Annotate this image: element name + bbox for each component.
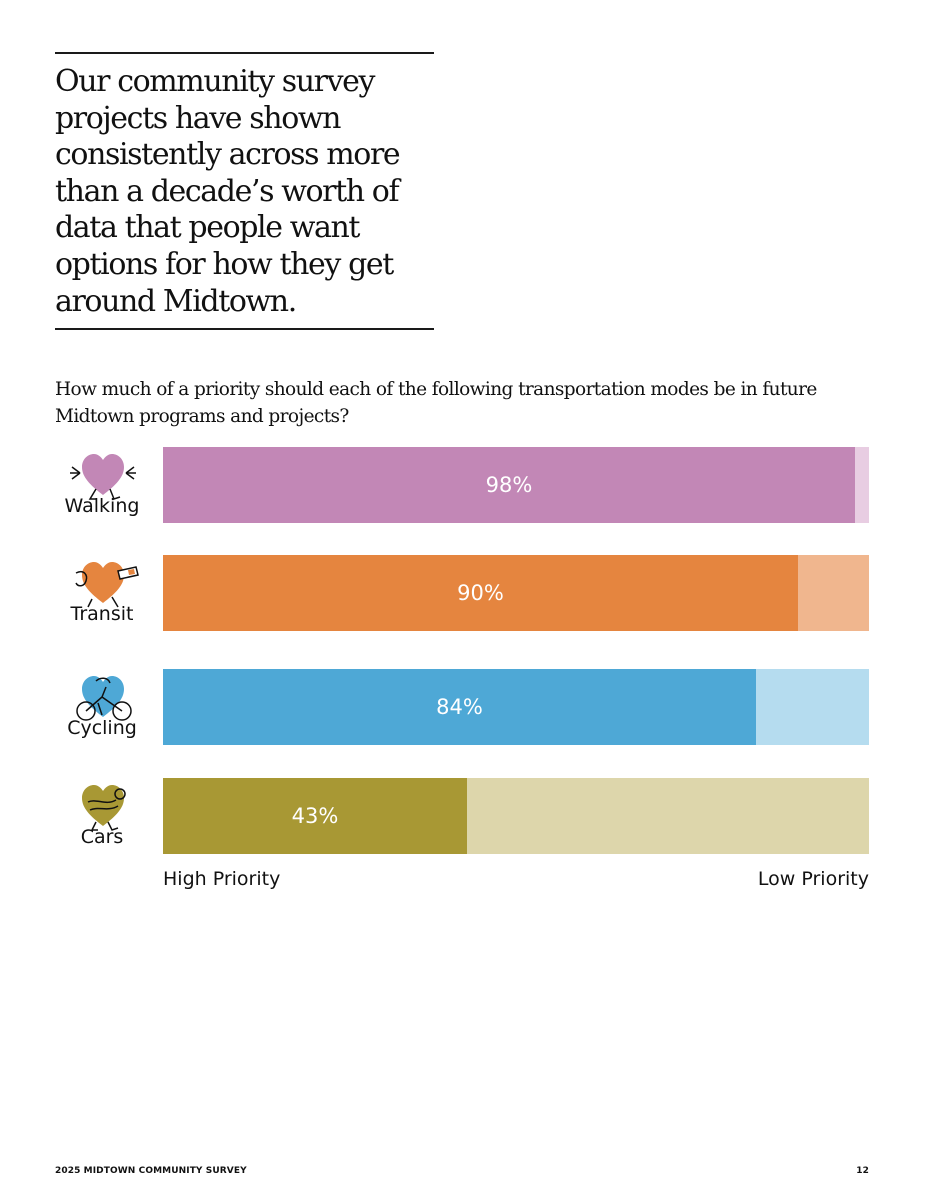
bar-high-priority-cars bbox=[163, 778, 467, 854]
cycling-heart-icon bbox=[76, 676, 132, 721]
bar-high-priority-transit bbox=[163, 555, 798, 631]
cars-heart-icon bbox=[82, 785, 126, 831]
bar-value-label-cycling: 84% bbox=[436, 695, 483, 719]
footer-title: 2025 MIDTOWN COMMUNITY SURVEY bbox=[55, 1166, 247, 1176]
category-label-cars: Cars bbox=[80, 826, 124, 848]
walking-heart-icon bbox=[70, 454, 136, 500]
bar-row-cycling: Cycling 84% bbox=[0, 669, 929, 749]
chart-title: How much of a priority should each of th… bbox=[55, 379, 817, 427]
bar-row-transit: Transit 90% bbox=[0, 555, 929, 635]
top-rule bbox=[55, 52, 434, 54]
bar-row-walking: Walking 98% bbox=[0, 447, 929, 527]
bar-value-label-walking: 98% bbox=[485, 473, 533, 497]
axis-label-low-priority: Low Priority bbox=[757, 868, 869, 890]
bar-value-label-transit: 90% bbox=[457, 581, 504, 605]
bottom-rule bbox=[55, 328, 434, 330]
bar-high-priority-cycling bbox=[163, 669, 756, 745]
bar-low-priority-cycling: 84% bbox=[163, 669, 869, 745]
bar-row-cars: Cars 43% bbox=[0, 778, 929, 858]
category-label-walking: Walking bbox=[64, 495, 140, 517]
page-number: 12 bbox=[856, 1166, 869, 1176]
bar-low-priority-cars: 43% bbox=[163, 778, 869, 854]
bar-high-priority-walking bbox=[163, 447, 855, 523]
category-label-cycling: Cycling bbox=[67, 717, 137, 739]
bar-value-label-cars: 43% bbox=[291, 804, 339, 828]
transit-heart-icon bbox=[75, 562, 139, 608]
bar-low-priority-transit: 90% bbox=[163, 555, 869, 631]
category-label-transit: Transit bbox=[70, 603, 134, 625]
pull-quote: Our community survey projects have shown… bbox=[55, 64, 401, 319]
axis-label-high-priority: High Priority bbox=[163, 868, 281, 890]
bar-low-priority-walking: 98% bbox=[163, 447, 869, 523]
